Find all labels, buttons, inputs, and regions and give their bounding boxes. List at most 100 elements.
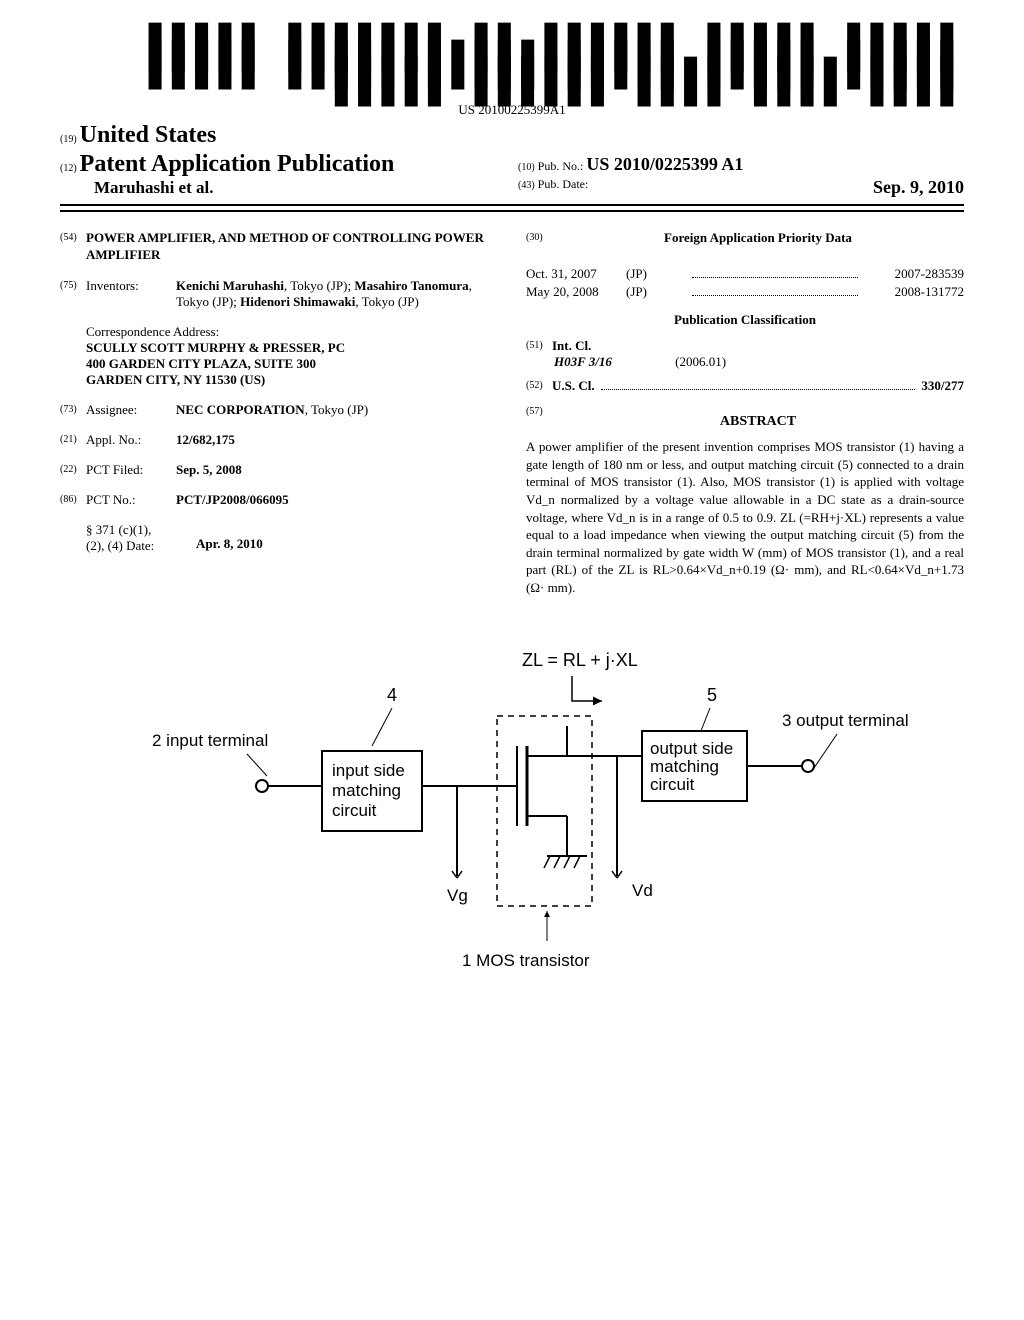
intcl-ed: (2006.01) xyxy=(675,354,726,369)
foreign-ctry: (JP) xyxy=(626,266,686,282)
s371-val: Apr. 8, 2010 xyxy=(196,522,498,554)
applno-row: (21) Appl. No.: 12/682,175 xyxy=(60,432,498,448)
barcode: ▌▌▌▌▌ ▌▌▌▌▌▌▌ ▌▌ ▌▌▌▌▌▌ ▌▌▌▌▌ ▌▌▌▌▌ ▌▌▌▌… xyxy=(60,40,964,118)
inventors-body: Kenichi Maruhashi, Tokyo (JP); Masahiro … xyxy=(176,278,498,310)
output-terminal xyxy=(802,760,814,772)
uscl-val: 330/277 xyxy=(921,378,964,394)
dots xyxy=(692,266,858,278)
title-row: (54) POWER AMPLIFIER, AND METHOD OF CONT… xyxy=(60,230,498,264)
box-right-l2: matching xyxy=(650,757,719,776)
pctfiled-num: (22) xyxy=(60,462,86,478)
box-left-l1: input side xyxy=(332,761,405,780)
pctfiled-row: (22) PCT Filed: Sep. 5, 2008 xyxy=(60,462,498,478)
inventors-num: (75) xyxy=(60,278,86,310)
ref-4: 4 xyxy=(387,685,397,705)
foreign-row: Oct. 31, 2007 (JP) 2007-283539 xyxy=(526,266,964,282)
dots xyxy=(601,378,916,390)
corr-3: GARDEN CITY, NY 11530 (US) xyxy=(86,372,498,388)
intcl-row: (51) Int. Cl. H03F 3/16 (2006.01) xyxy=(526,338,964,370)
intcl-sym: H03F 3/16 xyxy=(554,354,612,369)
assignee-loc: , Tokyo (JP) xyxy=(305,402,369,417)
header-right: (10) Pub. No.: US 2010/0225399 A1 (43) P… xyxy=(506,154,964,198)
divider xyxy=(60,210,964,212)
foreign-num: (30) xyxy=(526,230,552,256)
header: (19) United States (12) Patent Applicati… xyxy=(60,122,964,206)
foreign-date: Oct. 31, 2007 xyxy=(526,266,626,282)
pub-date-num: (43) xyxy=(518,180,535,191)
circuit-diagram: ZL = RL + j·XL 4 5 2 input terminal 3 ou… xyxy=(60,646,964,1006)
right-column: (30) Foreign Application Priority Data O… xyxy=(526,230,964,596)
abstract-header-row: (57) ABSTRACT xyxy=(526,404,964,438)
pctfiled-val: Sep. 5, 2008 xyxy=(176,462,498,478)
s371-label: § 371 (c)(1), (2), (4) Date: xyxy=(86,522,196,554)
inventors-label: Inventors: xyxy=(86,278,176,310)
country-name: United States xyxy=(80,122,217,148)
box-left-l2: matching xyxy=(332,781,401,800)
ref-1: 1 MOS transistor xyxy=(462,951,590,970)
applno-num: (21) xyxy=(60,432,86,448)
dots xyxy=(692,284,858,296)
foreign-header-row: (30) Foreign Application Priority Data xyxy=(526,230,964,256)
input-terminal xyxy=(256,780,268,792)
pub-no-label: Pub. No.: xyxy=(538,159,584,173)
foreign-row: May 20, 2008 (JP) 2008-131772 xyxy=(526,284,964,300)
foreign-num-val: 2007-283539 xyxy=(864,266,964,282)
intcl-body: H03F 3/16 (2006.01) xyxy=(526,354,964,370)
class-header: Publication Classification xyxy=(526,312,964,328)
pctfiled-label: PCT Filed: xyxy=(86,462,176,478)
assignee-num: (73) xyxy=(60,402,86,418)
correspondence-block: Correspondence Address: SCULLY SCOTT MUR… xyxy=(86,324,498,388)
assignee-val: NEC CORPORATION xyxy=(176,402,305,417)
intcl-label: Int. Cl. xyxy=(552,338,591,354)
corr-1: SCULLY SCOTT MURPHY & PRESSER, PC xyxy=(86,340,498,356)
pctno-val: PCT/JP2008/066095 xyxy=(176,492,498,508)
pctno-label: PCT No.: xyxy=(86,492,176,508)
pub-date-label: Pub. Date: xyxy=(538,177,589,191)
foreign-num-val: 2008-131772 xyxy=(864,284,964,300)
box-right-l1: output side xyxy=(650,739,733,758)
authors-line: Maruhashi et al. xyxy=(60,178,506,198)
ref-2: 2 input terminal xyxy=(152,731,268,750)
box-right-l3: circuit xyxy=(650,775,695,794)
pctno-num: (86) xyxy=(60,492,86,508)
country-line: (19) United States xyxy=(60,122,506,149)
country-num: (19) xyxy=(60,134,77,145)
pub-no-val: US 2010/0225399 A1 xyxy=(586,154,743,174)
uscl-label: U.S. Cl. xyxy=(552,378,595,394)
pub-type-line: (12) Patent Application Publication xyxy=(60,151,506,178)
uscl-num: (52) xyxy=(526,378,552,394)
pub-date-line: (43) Pub. Date: Sep. 9, 2010 xyxy=(518,177,964,192)
pctno-row: (86) PCT No.: PCT/JP2008/066095 xyxy=(60,492,498,508)
ref-5: 5 xyxy=(707,685,717,705)
ref-3: 3 output terminal xyxy=(782,711,909,730)
header-left: (19) United States (12) Patent Applicati… xyxy=(60,122,506,198)
foreign-date: May 20, 2008 xyxy=(526,284,626,300)
title-num: (54) xyxy=(60,230,86,264)
assignee-label: Assignee: xyxy=(86,402,176,418)
title-text: POWER AMPLIFIER, AND METHOD OF CONTROLLI… xyxy=(86,230,498,264)
barcode-block: ▌▌▌▌▌ ▌▌▌▌▌▌▌ ▌▌ ▌▌▌▌▌▌ ▌▌▌▌▌ ▌▌▌▌▌ ▌▌▌▌… xyxy=(60,40,964,118)
applno-val: 12/682,175 xyxy=(176,432,498,448)
pub-no-num: (10) xyxy=(518,162,535,173)
abstract-num: (57) xyxy=(526,404,552,438)
foreign-ctry: (JP) xyxy=(626,284,686,300)
pub-no-line: (10) Pub. No.: US 2010/0225399 A1 xyxy=(518,154,964,175)
vg-label: Vg xyxy=(447,886,468,905)
inventor-1: Kenichi Maruhashi xyxy=(176,278,284,293)
biblio-columns: (54) POWER AMPLIFIER, AND METHOD OF CONT… xyxy=(60,230,964,596)
pub-type-num: (12) xyxy=(60,163,77,174)
inventor-3: Hidenori Shimawaki xyxy=(240,294,355,309)
pub-date-val: Sep. 9, 2010 xyxy=(873,177,964,198)
left-column: (54) POWER AMPLIFIER, AND METHOD OF CONT… xyxy=(60,230,498,596)
s371-row: § 371 (c)(1), (2), (4) Date: Apr. 8, 201… xyxy=(60,522,498,554)
applno-label: Appl. No.: xyxy=(86,432,176,448)
mos-box xyxy=(497,716,592,906)
abstract-header: ABSTRACT xyxy=(552,414,964,430)
s371-blank xyxy=(60,522,86,554)
circuit-svg: ZL = RL + j·XL 4 5 2 input terminal 3 ou… xyxy=(102,646,922,1006)
inventor-2: Masahiro Tanomura xyxy=(354,278,468,293)
pub-type-name: Patent Application Publication xyxy=(80,151,395,177)
vd-label: Vd xyxy=(632,881,653,900)
intcl-num: (51) xyxy=(526,338,552,354)
abstract-text: A power amplifier of the present inventi… xyxy=(526,438,964,596)
